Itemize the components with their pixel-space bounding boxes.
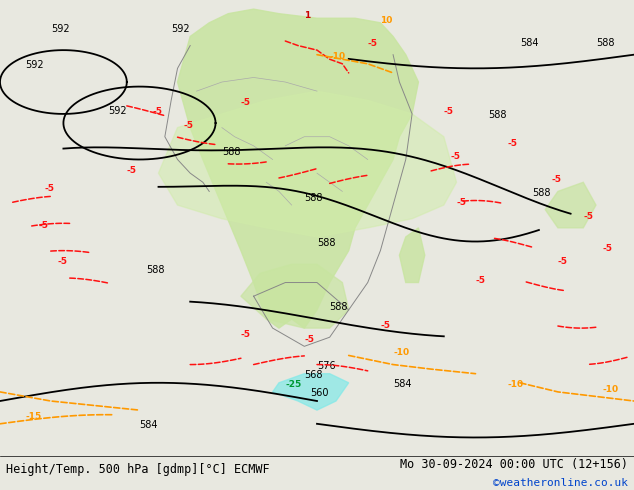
- Text: ©weatheronline.co.uk: ©weatheronline.co.uk: [493, 478, 628, 488]
- Text: -5: -5: [552, 175, 562, 184]
- Text: -5: -5: [241, 330, 251, 339]
- Text: -5: -5: [476, 275, 486, 285]
- Text: 584: 584: [139, 420, 158, 430]
- Text: 576: 576: [317, 361, 335, 371]
- Text: 588: 588: [533, 188, 551, 198]
- Text: 588: 588: [304, 193, 323, 202]
- Polygon shape: [545, 182, 596, 228]
- Text: 588: 588: [330, 302, 348, 312]
- Text: 588: 588: [317, 238, 335, 248]
- Text: -10: -10: [330, 52, 346, 61]
- Text: -5: -5: [507, 139, 517, 148]
- Text: -5: -5: [558, 257, 568, 266]
- Text: -15: -15: [25, 412, 42, 421]
- Text: -5: -5: [380, 321, 391, 330]
- Text: -5: -5: [456, 198, 467, 207]
- Text: -5: -5: [444, 107, 454, 116]
- Text: 584: 584: [520, 38, 538, 48]
- Text: -5: -5: [127, 166, 137, 175]
- Text: -5: -5: [241, 98, 251, 107]
- Text: -5: -5: [450, 152, 460, 162]
- Text: -10: -10: [507, 380, 523, 390]
- Text: -5: -5: [602, 244, 612, 253]
- Text: 1: 1: [304, 11, 311, 20]
- Text: -25: -25: [285, 380, 302, 390]
- Text: -5: -5: [304, 335, 314, 344]
- Text: 588: 588: [596, 38, 614, 48]
- Polygon shape: [273, 374, 349, 410]
- Text: -5: -5: [368, 39, 378, 48]
- Text: 588: 588: [488, 110, 507, 121]
- Text: 560: 560: [311, 389, 329, 398]
- Text: Height/Temp. 500 hPa [gdmp][°C] ECMWF: Height/Temp. 500 hPa [gdmp][°C] ECMWF: [6, 463, 270, 476]
- Polygon shape: [241, 264, 349, 328]
- Text: 584: 584: [393, 379, 411, 390]
- Text: 588: 588: [222, 147, 240, 157]
- Polygon shape: [178, 9, 418, 328]
- Text: -5: -5: [583, 212, 593, 220]
- Text: Mo 30-09-2024 00:00 UTC (12+156): Mo 30-09-2024 00:00 UTC (12+156): [399, 458, 628, 471]
- Text: -5: -5: [152, 107, 162, 116]
- Text: 592: 592: [25, 60, 44, 71]
- Text: -5: -5: [38, 221, 48, 230]
- Text: -5: -5: [184, 121, 194, 129]
- Text: 592: 592: [171, 24, 190, 34]
- Text: -10: -10: [393, 348, 409, 357]
- Text: 568: 568: [304, 370, 323, 380]
- Text: 588: 588: [146, 266, 164, 275]
- Text: -10: -10: [602, 385, 618, 394]
- Polygon shape: [158, 91, 456, 237]
- Text: 592: 592: [108, 106, 126, 116]
- Text: -5: -5: [44, 184, 55, 194]
- Text: -5: -5: [57, 257, 67, 266]
- Text: 10: 10: [380, 16, 393, 25]
- Text: 592: 592: [51, 24, 69, 34]
- Polygon shape: [399, 228, 425, 283]
